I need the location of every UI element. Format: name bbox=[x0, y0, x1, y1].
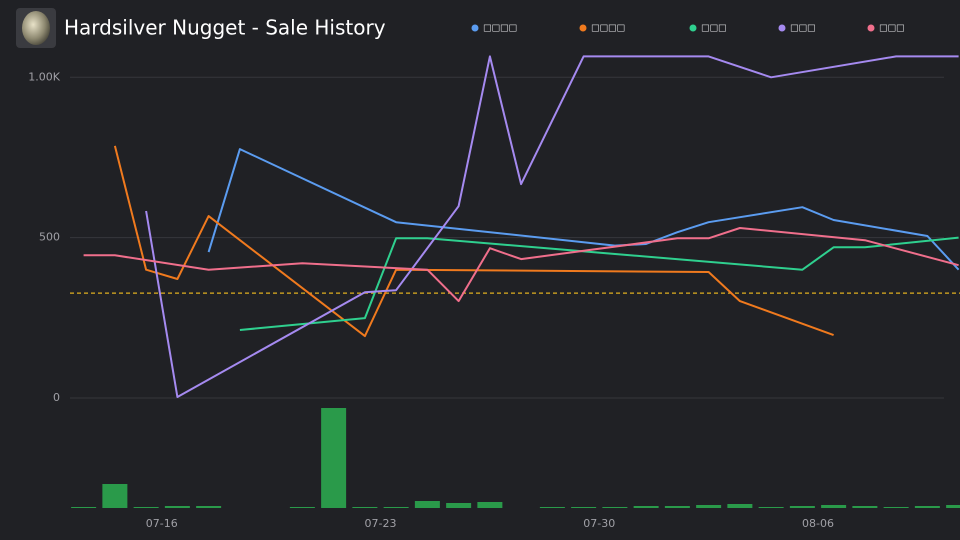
chart-title: Hardsilver Nugget - Sale History bbox=[64, 16, 386, 40]
volume-bar bbox=[633, 506, 659, 508]
legend-label: □□□□ bbox=[591, 24, 625, 34]
volume-bar bbox=[696, 505, 722, 508]
y-tick-label: 1.00K bbox=[28, 70, 60, 83]
y-tick-label: 500 bbox=[39, 231, 60, 244]
series-line bbox=[239, 236, 959, 331]
legend-label: □□□ bbox=[879, 24, 905, 34]
legend-marker bbox=[778, 24, 786, 32]
volume-bar bbox=[352, 507, 378, 508]
x-tick-label: 07-16 bbox=[146, 517, 178, 530]
legend-marker bbox=[867, 24, 875, 32]
legend-label: □□□ bbox=[701, 24, 727, 34]
plot-area bbox=[83, 55, 960, 398]
volume-bar bbox=[571, 507, 597, 508]
volume-bar bbox=[133, 507, 159, 508]
volume-bar bbox=[664, 506, 690, 508]
volume-bar bbox=[914, 506, 940, 508]
volume-bar bbox=[789, 506, 815, 508]
volume-bar bbox=[321, 408, 347, 508]
legend-marker bbox=[579, 24, 587, 32]
volume-bar bbox=[71, 507, 97, 508]
series-line bbox=[83, 227, 959, 303]
volume-bar bbox=[164, 506, 190, 508]
legend-marker bbox=[471, 24, 479, 32]
volume-bar bbox=[852, 506, 878, 508]
x-tick-label: 07-23 bbox=[365, 517, 397, 530]
volume-bar bbox=[102, 484, 128, 508]
nugget bbox=[22, 11, 50, 45]
x-tick-label: 07-30 bbox=[583, 517, 615, 530]
volume-bar bbox=[883, 507, 909, 508]
x-tick-label: 08-06 bbox=[802, 517, 834, 530]
volume-bar bbox=[446, 503, 472, 508]
volume-bar bbox=[602, 507, 628, 508]
volume-bar bbox=[758, 507, 784, 508]
volume-bar bbox=[414, 501, 440, 508]
volume-bar bbox=[727, 504, 753, 508]
volume-bar bbox=[539, 507, 565, 508]
volume-bar bbox=[289, 507, 315, 508]
volume-bar bbox=[196, 506, 222, 508]
legend-label: □□□ bbox=[790, 24, 816, 34]
volume-bar bbox=[946, 505, 960, 508]
volume-bar bbox=[383, 507, 409, 508]
legend-marker bbox=[689, 24, 697, 32]
volume-bar bbox=[821, 505, 847, 508]
volume-bar bbox=[477, 502, 503, 508]
series-line bbox=[145, 55, 959, 398]
legend-label: □□□□ bbox=[483, 24, 517, 34]
y-tick-label: 0 bbox=[53, 391, 60, 404]
series-line bbox=[207, 148, 960, 271]
